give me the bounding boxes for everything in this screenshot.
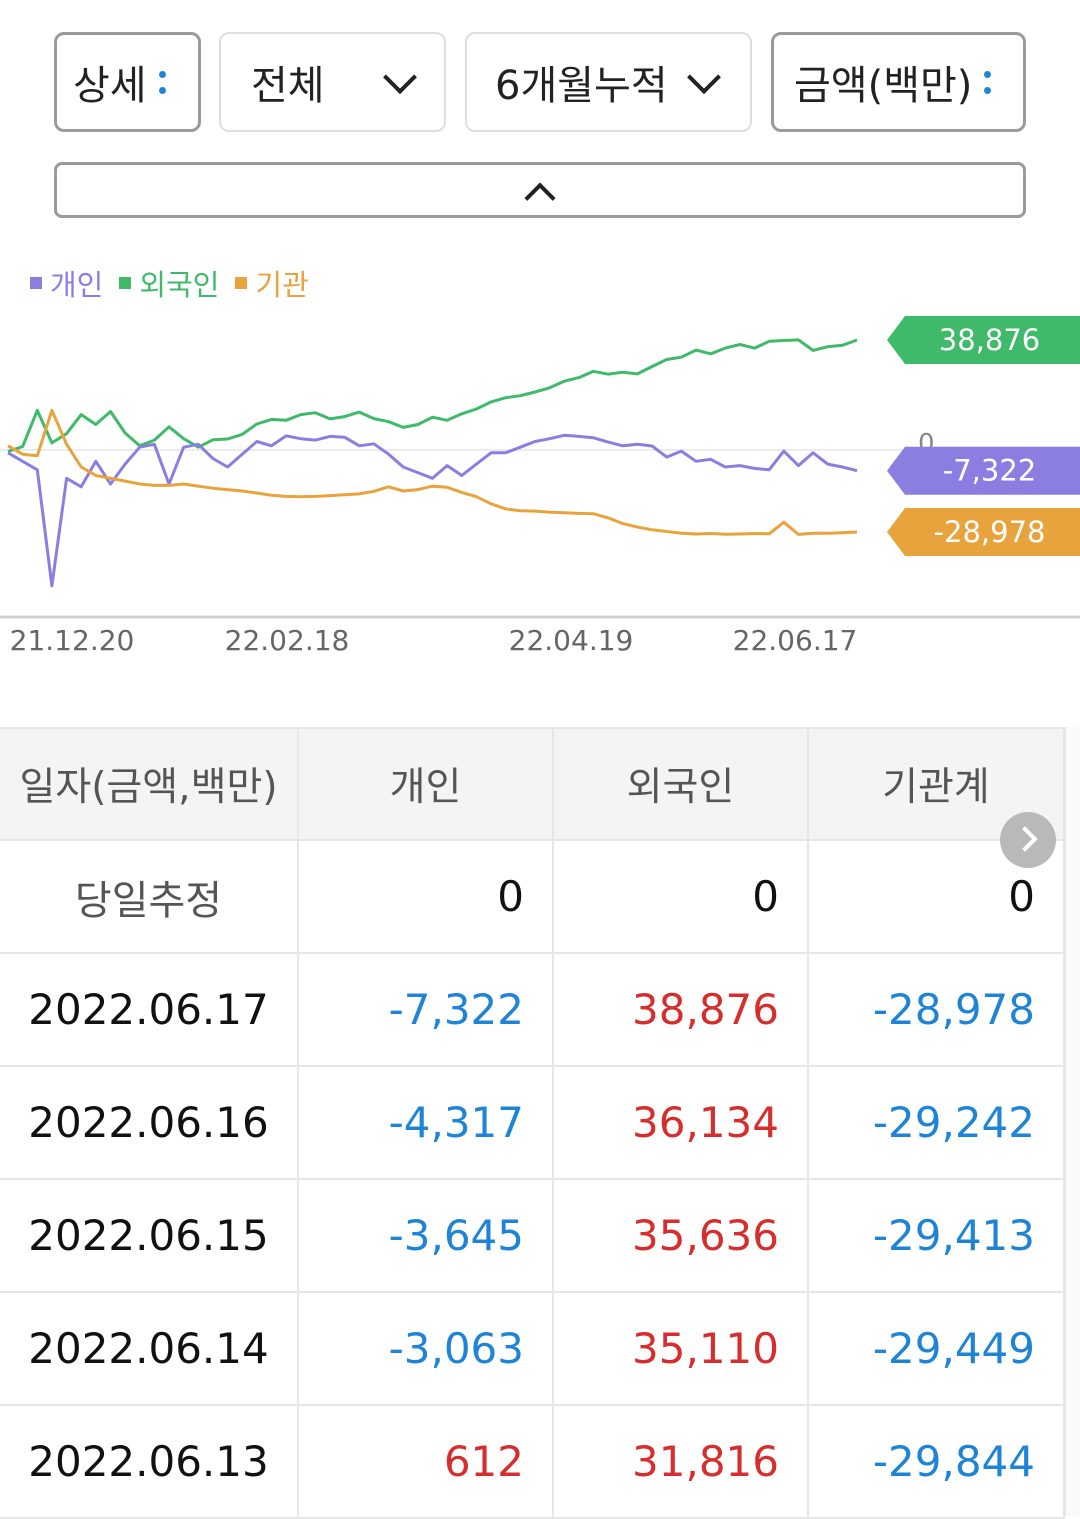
end-value-tag (887, 446, 1080, 495)
column-header-individual[interactable]: 개인 (298, 727, 554, 841)
table-row: 2022.06.14 -3,063 35,110 -29,449 (0, 1292, 1065, 1406)
view-select-label: 상세 (73, 63, 147, 109)
column-header-institution[interactable]: 기관계 (808, 727, 1065, 841)
individual-cell: -4,317 (298, 1066, 554, 1180)
cumulative-trading-chart: 021.12.20 22.02.18 22.04.19 22.06.1738,876-… (0, 316, 1080, 657)
foreign-cell: 35,636 (553, 1179, 809, 1293)
x-tick-label: 22.04.19 (509, 624, 634, 657)
series-line-개인 (7, 433, 858, 588)
investor-trading-table: 일자(금액,백만) 개인 외국인 기관계 당일추정 0 0 0 2022.06.… (0, 727, 1080, 1519)
end-value-label: -28,978 (934, 515, 1046, 549)
column-header-date[interactable]: 일자(금액,백만) (0, 727, 299, 841)
institution-cell: -28,978 (808, 953, 1065, 1067)
date-cell: 2022.06.15 (0, 1179, 299, 1293)
x-tick-label: 21.12.20 (10, 624, 135, 657)
series-line-기관 (7, 408, 858, 536)
individual-cell: 612 (298, 1405, 554, 1519)
today-label: 당일추정 (0, 840, 299, 954)
individual-cell: 0 (298, 840, 554, 954)
end-value-tag (887, 316, 1080, 364)
legend-swatch (235, 277, 248, 289)
legend-item-foreign[interactable]: 외국인 (119, 262, 219, 304)
foreign-cell: 38,876 (553, 953, 809, 1067)
legend-swatch (30, 277, 42, 289)
period-select-label: 6개월누적 (495, 63, 668, 109)
period-select[interactable]: 6개월누적 (465, 32, 752, 132)
date-cell: 2022.06.16 (0, 1066, 299, 1180)
institution-cell: -29,242 (808, 1066, 1065, 1180)
date-cell: 2022.06.17 (0, 953, 299, 1067)
column-header-foreign[interactable]: 외국인 (553, 727, 809, 841)
x-tick-label: 22.06.17 (733, 624, 858, 657)
table-row: 2022.06.13 612 31,816 -29,844 (0, 1405, 1065, 1519)
legend-item-institution[interactable]: 기관 (235, 262, 309, 304)
chevron-down-icon (687, 60, 721, 95)
table-row-today: 당일추정 0 0 0 (0, 840, 1065, 954)
foreign-cell: 0 (553, 840, 809, 954)
date-cell: 2022.06.13 (0, 1405, 299, 1519)
table-horizontal-scroll-track[interactable] (1064, 727, 1080, 1516)
more-dots-icon (158, 70, 166, 94)
market-select[interactable]: 전체 (219, 32, 446, 132)
chevron-up-icon (524, 182, 556, 214)
legend-label: 외국인 (139, 268, 220, 302)
end-value-label: 38,876 (939, 323, 1040, 357)
series-line-외국인 (7, 338, 858, 453)
view-select[interactable]: 상세 (54, 32, 201, 132)
legend-label: 기관 (255, 268, 309, 302)
legend-label: 개인 (50, 268, 104, 302)
table-row: 2022.06.16 -4,317 36,134 -29,242 (0, 1066, 1065, 1180)
foreign-cell: 35,110 (553, 1292, 809, 1406)
unit-select[interactable]: 금액(백만) (771, 32, 1026, 132)
individual-cell: -7,322 (298, 953, 554, 1067)
scroll-right-arrow-icon[interactable] (1000, 812, 1056, 868)
date-cell: 2022.06.14 (0, 1292, 299, 1406)
foreign-cell: 31,816 (553, 1405, 809, 1519)
end-value-label: -7,322 (943, 454, 1037, 488)
institution-cell: -29,413 (808, 1179, 1065, 1293)
table-header-row: 일자(금액,백만) 개인 외국인 기관계 (0, 727, 1065, 841)
chevron-down-icon (383, 60, 417, 95)
institution-cell: -29,449 (808, 1292, 1065, 1406)
market-select-label: 전체 (251, 63, 325, 109)
end-value-tag (887, 507, 1080, 556)
collapse-toggle-button[interactable] (54, 162, 1026, 218)
x-tick-label: 22.02.18 (225, 624, 350, 657)
legend-item-individual[interactable]: 개인 (30, 262, 103, 304)
more-dots-icon (984, 70, 992, 94)
table-row: 2022.06.15 -3,645 35,636 -29,413 (0, 1179, 1065, 1293)
foreign-cell: 36,134 (553, 1066, 809, 1180)
legend-swatch (119, 277, 132, 289)
chart-legend: 개인 외국인 기관 (30, 262, 309, 304)
table-row: 2022.06.17 -7,322 38,876 -28,978 (0, 953, 1065, 1067)
individual-cell: -3,645 (298, 1179, 554, 1293)
individual-cell: -3,063 (298, 1292, 554, 1406)
institution-cell: -29,844 (808, 1405, 1065, 1519)
unit-select-label: 금액(백만) (794, 63, 973, 109)
